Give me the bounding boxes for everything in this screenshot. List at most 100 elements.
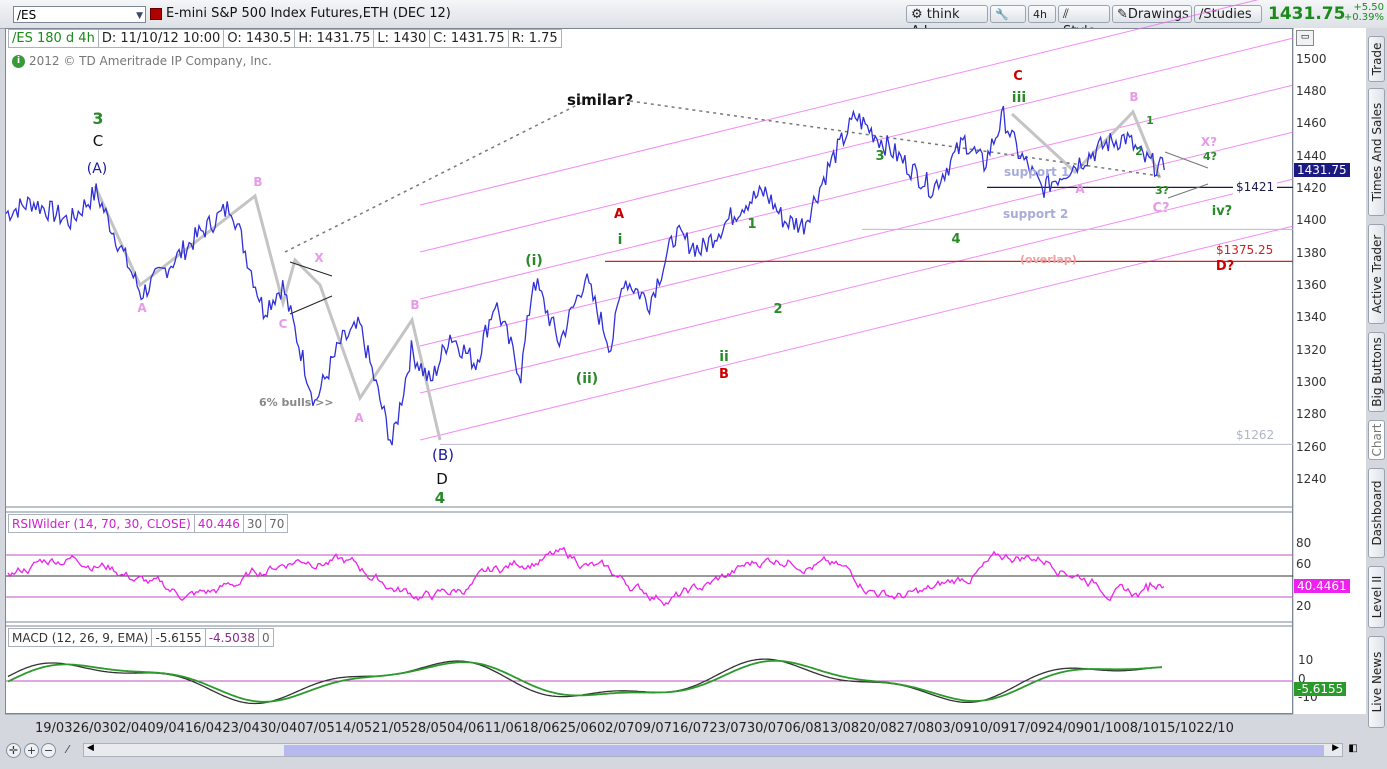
tab-level-ii[interactable]: Level II [1368,566,1385,628]
wrench-icon: 🔧 [995,8,1009,21]
macd-tick: 0 [1298,672,1306,686]
time-scrollbar[interactable]: ◀ ▶ [83,743,1343,757]
tab-live-news[interactable]: Live News [1368,636,1385,728]
studies-icon: ∕ [1199,7,1204,22]
overlap-annotation: (overlap) [1020,253,1077,266]
pencil-icon: ✎ [1117,7,1128,22]
scrollbar-thumb[interactable] [284,745,1324,756]
copyright-text: 2012 © TD Ameritrade IP Company, Inc. [29,54,272,68]
tab-label: Dashboard [1369,480,1384,546]
info-bar: /ES 180 d 4h D: 11/10/12 10:00 O: 1430.5… [8,29,562,49]
macd-title[interactable]: MACD (12, 26, 9, EMA) [8,628,153,647]
wave-label: 3? [1155,184,1169,197]
aggregation-button[interactable]: 4h [1028,5,1056,23]
chart-settings-icon[interactable]: ▭ [1296,30,1314,46]
macd-header: MACD (12, 26, 9, EMA) -5.6155 -4.5038 0 [8,628,274,647]
wave-label: 3 [92,109,103,128]
change-value: +5.50 [1353,2,1384,13]
wave-label: iv? [1212,204,1232,219]
rsi-title[interactable]: RSIWilder (14, 70, 30, CLOSE) [8,514,195,533]
wave-count-lines [93,100,1209,441]
zoom-in-icon[interactable]: + [24,743,39,758]
symbol-period: /ES 180 d 4h [8,29,99,48]
channel-line [419,178,1294,394]
symbol-value: /ES [17,8,37,22]
symbol-input[interactable]: /ES ▼ [13,6,146,23]
rsi-oversold: 30 [242,514,267,533]
wave-label: C [93,132,103,150]
trendline [1164,151,1209,169]
tab-label: Live News [1369,651,1384,713]
rsi-series [6,546,1293,607]
chevron-down-icon[interactable]: ▼ [136,11,143,21]
tab-label: Chart [1369,423,1384,457]
crosshair-icon[interactable]: ✛ [6,743,21,758]
dotted-line-similar [284,100,586,253]
toolbar: /ES ▼ E-mini S&P 500 Index Futures,ETH (… [0,0,1387,39]
wave-abc-lines [93,185,442,441]
rsi-tick: 20 [1296,599,1312,613]
wave-label: 1 [747,217,756,232]
wave-label: 4 [951,232,960,247]
wave-label: B [1129,90,1138,104]
price-change: +5.50 +0.39% [1342,3,1384,23]
chart-style-icon: ⫽ [1063,7,1069,22]
last-price-label: 1431.75 [1294,162,1350,177]
price-tick: 1240 [1296,472,1327,486]
studies-label: Studies [1203,7,1252,22]
bar-date: D: 11/10/12 10:00 [97,29,225,48]
zoom-out-icon[interactable]: − [41,743,56,758]
wave-label: (B) [432,446,454,464]
dotted-line-similar-2 [629,100,1161,177]
x-axis-dates: 19/0326/0302/0409/0416/0423/0430/0407/05… [35,721,1234,736]
info-icon[interactable]: i [12,54,25,68]
wave-label: i [618,232,623,248]
expand-icon[interactable]: ◧ [1348,743,1358,754]
bar-high: H: 1431.75 [294,29,375,48]
drag-tool-icon[interactable]: ⁄ [66,743,69,756]
tab-label: Trade [1369,42,1384,76]
macd-signal-line [7,659,1163,703]
scroll-right-icon[interactable]: ▶ [1332,743,1339,753]
studies-button[interactable]: ∕Studies [1194,5,1262,23]
panel-separators [5,506,1293,715]
price-axis[interactable]: 1240 1260 1280 1300 1320 1340 1360 1380 1400 1420… [1294,28,1366,714]
tab-dashboard[interactable]: Dashboard [1368,468,1385,558]
drawings-button[interactable]: ✎Drawings [1112,5,1192,23]
wave-label: A [137,301,147,315]
pitchfork-channel-lines [419,0,1294,441]
support1-annotation: support 1 [1004,165,1069,179]
tab-trade[interactable]: Trade [1368,36,1385,82]
wave-label: 4 [435,489,445,507]
wave-label: X [314,251,324,265]
tab-big-buttons[interactable]: Big Buttons [1368,332,1385,412]
channel-line [419,84,1294,300]
scroll-left-icon[interactable]: ◀ [87,743,94,753]
wave-label: A [1075,182,1085,196]
price-label-1421: $1421 [1233,180,1278,195]
channel-line [419,225,1294,441]
rsi-header: RSIWilder (14, 70, 30, CLOSE) 40.446 30 … [8,514,289,533]
macd-last-label: -5.6155 [1294,682,1347,696]
support2-annotation: support 2 [1003,207,1068,221]
tab-active-trader[interactable]: Active Trader [1368,224,1385,324]
price-tick: 1340 [1296,310,1327,325]
price-tick: 1300 [1296,374,1327,389]
wave-label: D? [1216,259,1234,274]
price-tick: 1320 [1296,342,1327,357]
price-label-1375: $1375.25 [1216,243,1274,258]
rsi-value: 40.446 [193,514,244,533]
rsi-overbought: 70 [265,514,289,533]
tab-times-and-sales[interactable]: Times And Sales [1368,88,1385,216]
tools-button[interactable]: 🔧 [990,5,1026,23]
wave-label: D [436,470,448,488]
trendline [289,261,333,277]
macd-value: -5.6155 [151,628,206,647]
tab-chart[interactable]: Chart [1368,420,1385,460]
price-label-1262: $1262 [1236,428,1275,443]
wave-label: ii [719,349,729,365]
wave-label: (i) [525,253,543,269]
macd-series [6,658,1293,705]
channel-line [419,37,1294,253]
